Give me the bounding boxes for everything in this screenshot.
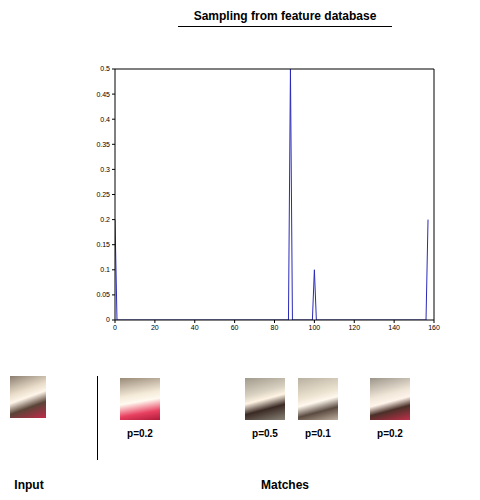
svg-text:0.05: 0.05 [96,291,110,298]
html-text:p=0.2: p=0.2 [377,428,403,439]
svg-text:0.35: 0.35 [96,141,110,148]
svg-text:140: 140 [388,324,400,331]
svg-text:100: 100 [309,324,321,331]
svg-text:0.4: 0.4 [100,116,110,123]
svg-text:160: 160 [428,324,440,331]
svg-text:0: 0 [113,324,117,331]
svg-text:80: 80 [271,324,279,331]
html-text:p=0.2: p=0.2 [127,428,153,439]
svg-text:0.1: 0.1 [100,266,110,273]
html-text:Sampling from feature database: Sampling from feature database [193,9,377,23]
svg-text:0.25: 0.25 [96,191,110,198]
svg-text:0: 0 [106,316,110,323]
html-text:p=0.1: p=0.1 [305,428,331,439]
svg-text:0.45: 0.45 [96,91,110,98]
html-text:p=0.5: p=0.5 [252,428,278,439]
svg-text:0.5: 0.5 [100,65,110,72]
html-text:Matches: Matches [261,478,309,492]
svg-text:60: 60 [231,324,239,331]
svg-text:0.3: 0.3 [100,166,110,173]
svg-text:20: 20 [151,324,159,331]
svg-text:0.2: 0.2 [100,216,110,223]
svg-text:120: 120 [348,324,360,331]
html-text:Input: Input [14,478,44,492]
svg-text:0.15: 0.15 [96,241,110,248]
svg-text:40: 40 [191,324,199,331]
